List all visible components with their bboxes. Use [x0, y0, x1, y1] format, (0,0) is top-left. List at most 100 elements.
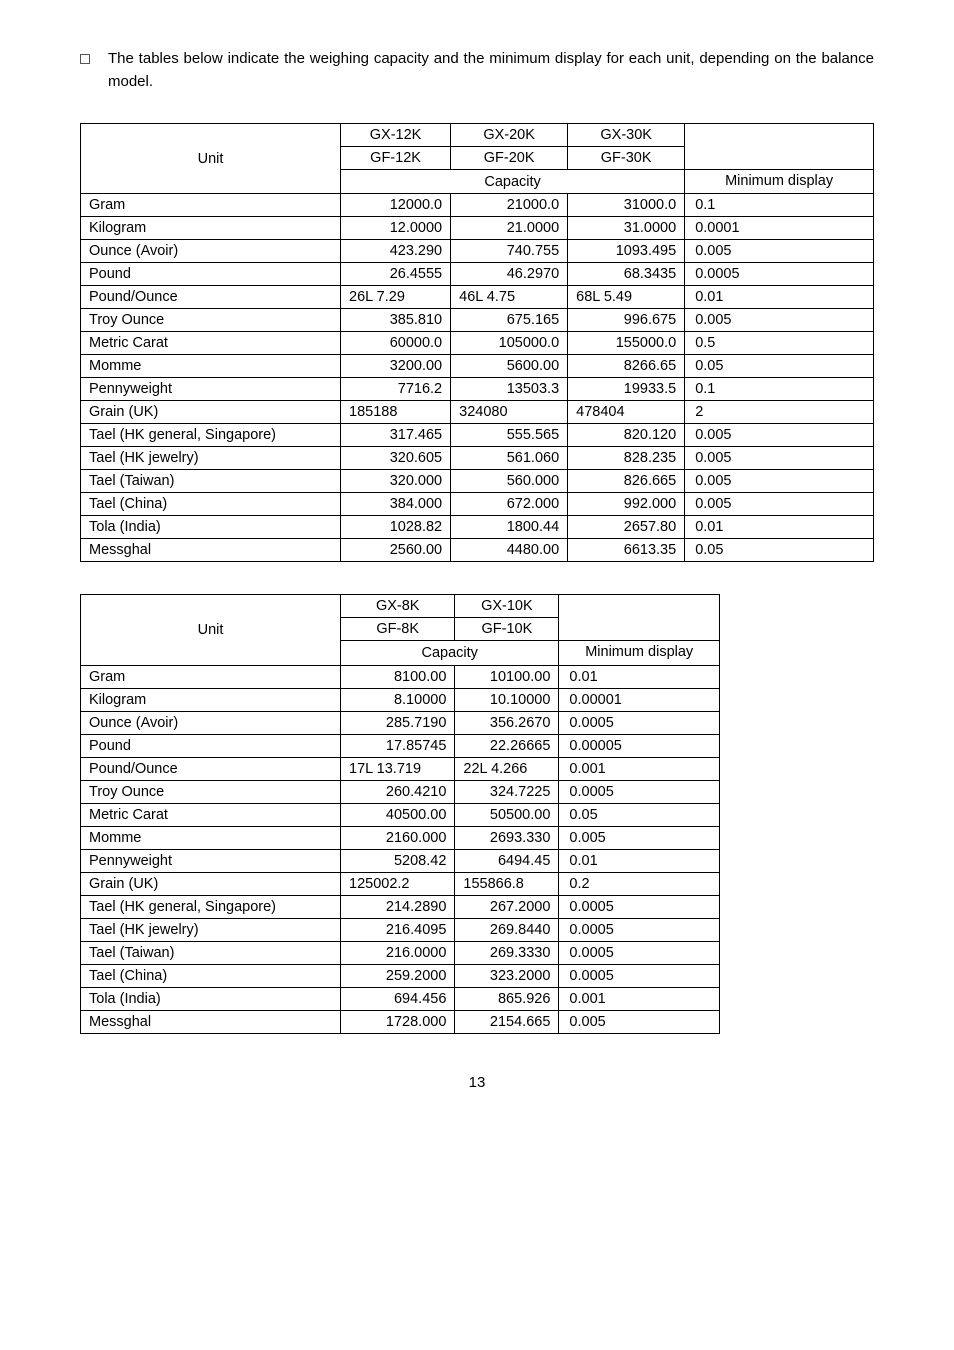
capacity-cell: 828.235: [568, 447, 685, 470]
capacity-cell: 6494.45: [455, 849, 559, 872]
min-cell: 0.0005: [559, 895, 720, 918]
table-row: Tola (India)694.456865.9260.001: [81, 987, 720, 1010]
capacity-cell: 13503.3: [451, 378, 568, 401]
unit-cell: Momme: [81, 826, 341, 849]
capacity-cell: 555.565: [451, 424, 568, 447]
header-gf20k: GF-20K: [451, 147, 568, 170]
capacity-cell: 384.000: [341, 493, 451, 516]
capacity-cell: 561.060: [451, 447, 568, 470]
min-cell: 0.05: [685, 539, 874, 562]
min-cell: 0.05: [559, 803, 720, 826]
min-cell: 0.005: [559, 1010, 720, 1033]
table-row: Tael (Taiwan)216.0000269.33300.0005: [81, 941, 720, 964]
unit-cell: Pennyweight: [81, 849, 341, 872]
capacity-cell: 155000.0: [568, 332, 685, 355]
table-row: Grain (UK)1851883240804784042: [81, 401, 874, 424]
min-cell: 0.005: [685, 447, 874, 470]
capacity-cell: 5600.00: [451, 355, 568, 378]
capacity-cell: 996.675: [568, 309, 685, 332]
capacity-cell: 46L 4.75: [451, 286, 568, 309]
intro-text: The tables below indicate the weighing c…: [108, 48, 874, 93]
page-number: 13: [80, 1074, 874, 1091]
header-gx20k: GX-20K: [451, 124, 568, 147]
capacity-cell: 269.3330: [455, 941, 559, 964]
min-cell: 0.0005: [685, 263, 874, 286]
unit-cell: Tael (China): [81, 493, 341, 516]
capacity-cell: 385.810: [341, 309, 451, 332]
header-gx8k: GX-8K: [341, 595, 455, 618]
unit-cell: Kilogram: [81, 217, 341, 240]
capacity-cell: 672.000: [451, 493, 568, 516]
capacity-cell: 22.26665: [455, 734, 559, 757]
min-cell: 0.005: [559, 826, 720, 849]
header-min-display: Minimum display: [685, 170, 874, 194]
capacity-cell: 31.0000: [568, 217, 685, 240]
table-row: Unit GX-12K GX-20K GX-30K: [81, 124, 874, 147]
capacity-cell: 865.926: [455, 987, 559, 1010]
unit-cell: Tael (Taiwan): [81, 470, 341, 493]
capacity-cell: 22L 4.266: [455, 757, 559, 780]
table-row: Pound/Ounce17L 13.71922L 4.2660.001: [81, 757, 720, 780]
header-gf30k: GF-30K: [568, 147, 685, 170]
unit-cell: Kilogram: [81, 688, 341, 711]
unit-cell: Pound: [81, 734, 341, 757]
table-row: Gram8100.0010100.000.01: [81, 665, 720, 688]
intro-paragraph: The tables below indicate the weighing c…: [80, 48, 874, 93]
unit-cell: Tael (HK general, Singapore): [81, 424, 341, 447]
capacity-cell: 8266.65: [568, 355, 685, 378]
capacity-cell: 19933.5: [568, 378, 685, 401]
min-cell: 0.0005: [559, 941, 720, 964]
header-gf8k: GF-8K: [341, 618, 455, 641]
capacity-cell: 68.3435: [568, 263, 685, 286]
unit-cell: Tael (HK jewelry): [81, 447, 341, 470]
capacity-cell: 21000.0: [451, 194, 568, 217]
header-unit: Unit: [81, 595, 341, 665]
min-cell: 0.01: [685, 516, 874, 539]
table-row: Momme3200.005600.008266.650.05: [81, 355, 874, 378]
unit-cell: Tael (Taiwan): [81, 941, 341, 964]
unit-cell: Pound/Ounce: [81, 757, 341, 780]
capacity-cell: 320.605: [341, 447, 451, 470]
unit-cell: Troy Ounce: [81, 780, 341, 803]
header-capacity: Capacity: [341, 641, 559, 665]
table-row: Grain (UK)125002.2155866.80.2: [81, 872, 720, 895]
capacity-cell: 324080: [451, 401, 568, 424]
capacity-cell: 269.8440: [455, 918, 559, 941]
capacity-cell: 259.2000: [341, 964, 455, 987]
min-cell: 0.01: [559, 665, 720, 688]
table-row: Messghal1728.0002154.6650.005: [81, 1010, 720, 1033]
capacity-cell: 992.000: [568, 493, 685, 516]
capacity-cell: 694.456: [341, 987, 455, 1010]
capacity-cell: 60000.0: [341, 332, 451, 355]
min-cell: 0.2: [559, 872, 720, 895]
table-row: Tael (HK general, Singapore)317.465555.5…: [81, 424, 874, 447]
min-cell: 0.00001: [559, 688, 720, 711]
bullet-box-icon: [80, 54, 90, 64]
capacity-cell: 26L 7.29: [341, 286, 451, 309]
min-cell: 0.1: [685, 378, 874, 401]
min-cell: 0.005: [685, 470, 874, 493]
unit-cell: Tael (HK general, Singapore): [81, 895, 341, 918]
capacity-cell: 216.0000: [341, 941, 455, 964]
table-row: Pennyweight5208.426494.450.01: [81, 849, 720, 872]
min-cell: 0.005: [685, 424, 874, 447]
capacity-cell: 6613.35: [568, 539, 685, 562]
min-cell: 0.0005: [559, 780, 720, 803]
capacity-cell: 3200.00: [341, 355, 451, 378]
capacity-cell: 324.7225: [455, 780, 559, 803]
unit-cell: Grain (UK): [81, 872, 341, 895]
capacity-cell: 50500.00: [455, 803, 559, 826]
capacity-cell: 17L 13.719: [341, 757, 455, 780]
table-row: Kilogram8.1000010.100000.00001: [81, 688, 720, 711]
capacity-cell: 356.2670: [455, 711, 559, 734]
table-row: Pound17.8574522.266650.00005: [81, 734, 720, 757]
capacity-cell: 10.10000: [455, 688, 559, 711]
capacity-cell: 8.10000: [341, 688, 455, 711]
capacity-cell: 560.000: [451, 470, 568, 493]
capacity-cell: 155866.8: [455, 872, 559, 895]
capacity-cell: 10100.00: [455, 665, 559, 688]
table-row: Momme2160.0002693.3300.005: [81, 826, 720, 849]
capacity-cell: 2154.665: [455, 1010, 559, 1033]
capacity-cell: 8100.00: [341, 665, 455, 688]
header-gf10k: GF-10K: [455, 618, 559, 641]
